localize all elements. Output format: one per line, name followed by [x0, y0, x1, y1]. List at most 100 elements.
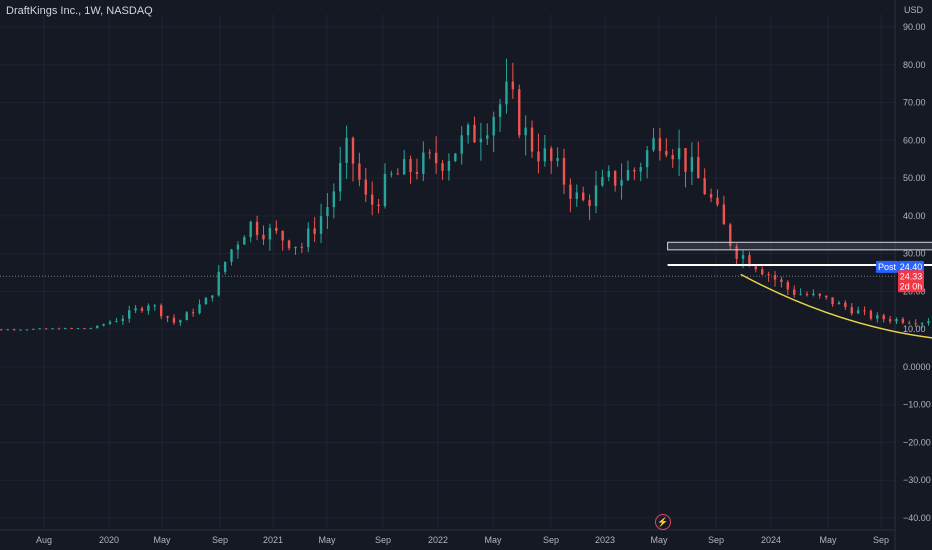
candle-body	[64, 328, 67, 330]
candle-body	[613, 171, 617, 186]
x-tick-label: May	[819, 535, 837, 545]
candle-body	[748, 255, 751, 267]
candle-body	[370, 194, 374, 205]
candle-body	[876, 315, 879, 319]
x-tick-label: 2024	[761, 535, 781, 545]
x-tick-label: Sep	[708, 535, 724, 545]
x-tick-label: Sep	[873, 535, 889, 545]
candle-body	[268, 227, 272, 240]
candle-body	[633, 170, 636, 172]
candle-body	[793, 289, 796, 295]
candle-body	[326, 207, 329, 217]
candle-body	[703, 178, 706, 195]
candle-body	[799, 294, 802, 296]
candle-body	[185, 312, 188, 321]
candle-body	[204, 297, 208, 305]
candle-body	[543, 148, 547, 162]
x-tick-label: 2022	[428, 535, 448, 545]
candle-body	[639, 167, 642, 172]
candle-body	[19, 329, 22, 331]
x-tick-label: Sep	[212, 535, 228, 545]
bolt-icon[interactable]: ⚡	[655, 514, 671, 530]
y-tick-label: −10.00	[903, 400, 931, 410]
candles	[0, 58, 930, 331]
candle-body	[601, 176, 604, 186]
candle-body	[460, 135, 463, 154]
y-tick-label: 10.00	[903, 324, 926, 334]
candle-body	[102, 323, 105, 326]
candle-body	[441, 163, 444, 171]
candle-body	[844, 302, 847, 308]
candle-body	[761, 269, 764, 275]
candle-body	[415, 172, 419, 174]
candle-body	[780, 279, 783, 283]
candle-body	[422, 152, 425, 174]
candle-body	[908, 322, 911, 324]
last-price-badge	[898, 270, 924, 293]
candle-body	[466, 124, 470, 136]
y-tick-label: 70.00	[903, 98, 926, 108]
candle-body	[620, 180, 623, 186]
candle-body	[255, 221, 259, 235]
candle-body	[262, 234, 265, 240]
candle-body	[83, 328, 86, 330]
candle-body	[236, 244, 240, 250]
grid	[0, 0, 896, 550]
candle-body	[524, 127, 527, 136]
candle-body	[294, 246, 297, 249]
candle-body	[575, 192, 579, 199]
candle-body	[901, 318, 905, 323]
candle-body	[697, 157, 700, 179]
post-label-badge	[876, 260, 898, 273]
y-tick-label: 60.00	[903, 135, 926, 145]
candle-body	[140, 308, 144, 311]
candle-body	[44, 328, 48, 330]
candle-body	[741, 255, 745, 259]
candle-body	[735, 246, 738, 259]
candle-body	[754, 266, 758, 270]
candle-body	[498, 104, 502, 117]
x-tick-label: May	[484, 535, 502, 545]
candle-body	[831, 297, 834, 305]
y-tick-label: −30.00	[903, 475, 931, 485]
candle-body	[402, 159, 406, 175]
candle-body	[166, 316, 169, 318]
x-tick-label: 2021	[263, 535, 283, 545]
candle-body	[383, 173, 387, 207]
resistance-zone	[667, 241, 932, 251]
candle-body	[287, 240, 291, 249]
candle-body	[562, 158, 566, 185]
candle-body	[486, 135, 489, 139]
candle-body	[914, 323, 917, 325]
candle-body	[863, 310, 866, 312]
candle-body	[626, 170, 630, 181]
candle-body	[895, 318, 898, 322]
x-tick-label: Sep	[543, 535, 559, 545]
last-price: 24.33	[900, 271, 923, 281]
candle-body	[767, 274, 770, 276]
candle-body	[396, 173, 399, 175]
candle-body	[147, 305, 150, 311]
candle-body	[364, 179, 367, 195]
candle-body	[6, 329, 9, 331]
x-tick-label: 2023	[595, 535, 615, 545]
candle-body	[96, 325, 99, 329]
x-axis: Aug 2020 May Sep 2021 May Sep 2022 May Sep 2023 May…	[36, 535, 889, 545]
candle-body	[128, 310, 131, 319]
candle-body	[716, 197, 719, 205]
candle-body	[275, 227, 278, 232]
candle-body	[505, 81, 508, 105]
candle-body	[0, 329, 3, 331]
candle-body	[850, 307, 853, 314]
candle-body	[729, 224, 732, 247]
candle-body	[818, 293, 821, 296]
candle-body	[409, 159, 412, 173]
candle-body	[556, 158, 559, 161]
candle-body	[319, 216, 323, 234]
candle-body	[447, 160, 451, 171]
candle-body	[652, 138, 655, 151]
x-tick-label: Aug	[36, 535, 52, 545]
candle-body	[51, 328, 54, 330]
candle-body	[671, 155, 674, 160]
